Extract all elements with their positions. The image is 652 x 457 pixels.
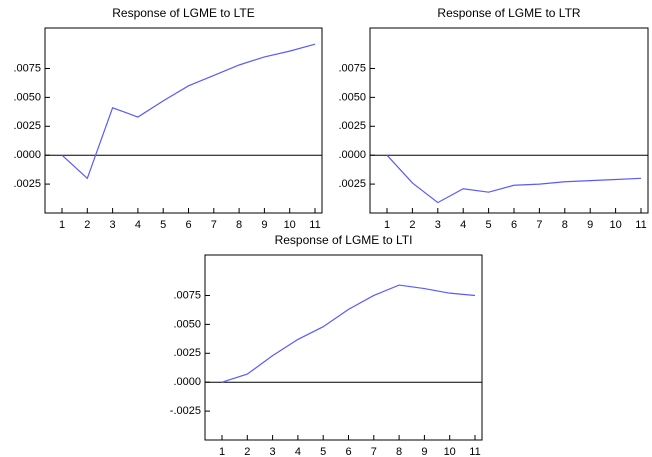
y-tick-label: -.0025	[170, 405, 201, 417]
y-tick-label: .0000	[13, 149, 41, 161]
y-tick-label: .0000	[173, 376, 201, 388]
chart-title: Response of LGME to LTR	[437, 6, 581, 20]
x-tick-label: 2	[409, 219, 415, 231]
y-tick-label: .0075	[338, 62, 366, 74]
x-tick-label: 6	[185, 219, 191, 231]
x-tick-label: 9	[587, 219, 593, 231]
x-tick-label: 4	[460, 219, 466, 231]
x-tick-label: 7	[211, 219, 217, 231]
y-tick-label: .0025	[13, 178, 41, 190]
x-tick-label: 4	[135, 219, 141, 231]
x-tick-label: 5	[160, 219, 166, 231]
response-line	[61, 43, 316, 180]
y-tick-label: .0050	[338, 91, 366, 103]
response-line	[386, 154, 642, 204]
y-tick-label: .0075	[173, 289, 201, 301]
x-tick-label: 7	[371, 446, 377, 457]
x-tick-label: 8	[562, 219, 568, 231]
x-tick-label: 3	[435, 219, 441, 231]
x-tick-label: 9	[421, 446, 427, 457]
x-tick-label: 1	[59, 219, 65, 231]
x-tick-label: 3	[270, 446, 276, 457]
x-tick-label: 9	[261, 219, 267, 231]
y-tick-label: .0075	[13, 62, 41, 74]
chart-title: Response of LGME to LTI	[275, 233, 413, 247]
plot-frame	[369, 27, 649, 214]
x-tick-label: 11	[309, 219, 320, 231]
x-tick-label: 4	[295, 446, 301, 457]
x-tick-label: 2	[244, 446, 250, 457]
x-tick-label: 1	[384, 219, 390, 231]
y-tick-label: .0050	[13, 91, 41, 103]
chart-title: Response of LGME to LTE	[112, 6, 255, 20]
plot-frame	[204, 254, 483, 441]
y-tick-label: .0025	[173, 347, 201, 359]
x-tick-label: 10	[444, 446, 456, 457]
x-tick-label: 3	[110, 219, 116, 231]
x-tick-label: 2	[84, 219, 90, 231]
y-tick-label: .0050	[173, 318, 201, 330]
x-tick-label: 8	[236, 219, 242, 231]
y-tick-label: .0000	[338, 149, 366, 161]
plot-frame	[44, 27, 323, 214]
x-tick-label: 11	[635, 219, 646, 231]
y-tick-label: .0025	[13, 120, 41, 132]
x-tick-label: 5	[320, 446, 326, 457]
x-tick-label: 8	[396, 446, 402, 457]
x-tick-label: 10	[284, 219, 296, 231]
x-tick-label: 11	[469, 446, 480, 457]
y-tick-label: .0025	[338, 178, 366, 190]
x-tick-label: 1	[219, 446, 225, 457]
y-tick-label: .0025	[338, 120, 366, 132]
x-tick-label: 7	[536, 219, 542, 231]
x-tick-label: 10	[609, 219, 621, 231]
x-tick-label: 6	[511, 219, 517, 231]
x-tick-label: 5	[486, 219, 492, 231]
x-tick-label: 6	[345, 446, 351, 457]
response-line	[221, 284, 476, 383]
